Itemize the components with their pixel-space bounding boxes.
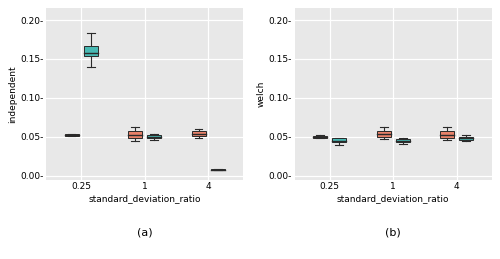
- Bar: [377, 131, 390, 137]
- Bar: [440, 131, 454, 138]
- Y-axis label: welch: welch: [257, 81, 266, 107]
- Text: (a): (a): [137, 228, 152, 238]
- Bar: [332, 138, 346, 142]
- Bar: [460, 137, 473, 140]
- Bar: [210, 169, 224, 170]
- Bar: [192, 131, 205, 136]
- Bar: [396, 139, 410, 142]
- Bar: [128, 131, 142, 138]
- Bar: [84, 46, 98, 56]
- X-axis label: standard_deviation_ratio: standard_deviation_ratio: [337, 194, 450, 203]
- Bar: [147, 135, 161, 138]
- Y-axis label: independent: independent: [8, 65, 18, 123]
- Bar: [314, 136, 328, 138]
- Text: (b): (b): [386, 228, 401, 238]
- X-axis label: standard_deviation_ratio: standard_deviation_ratio: [88, 194, 201, 203]
- Bar: [64, 134, 78, 136]
